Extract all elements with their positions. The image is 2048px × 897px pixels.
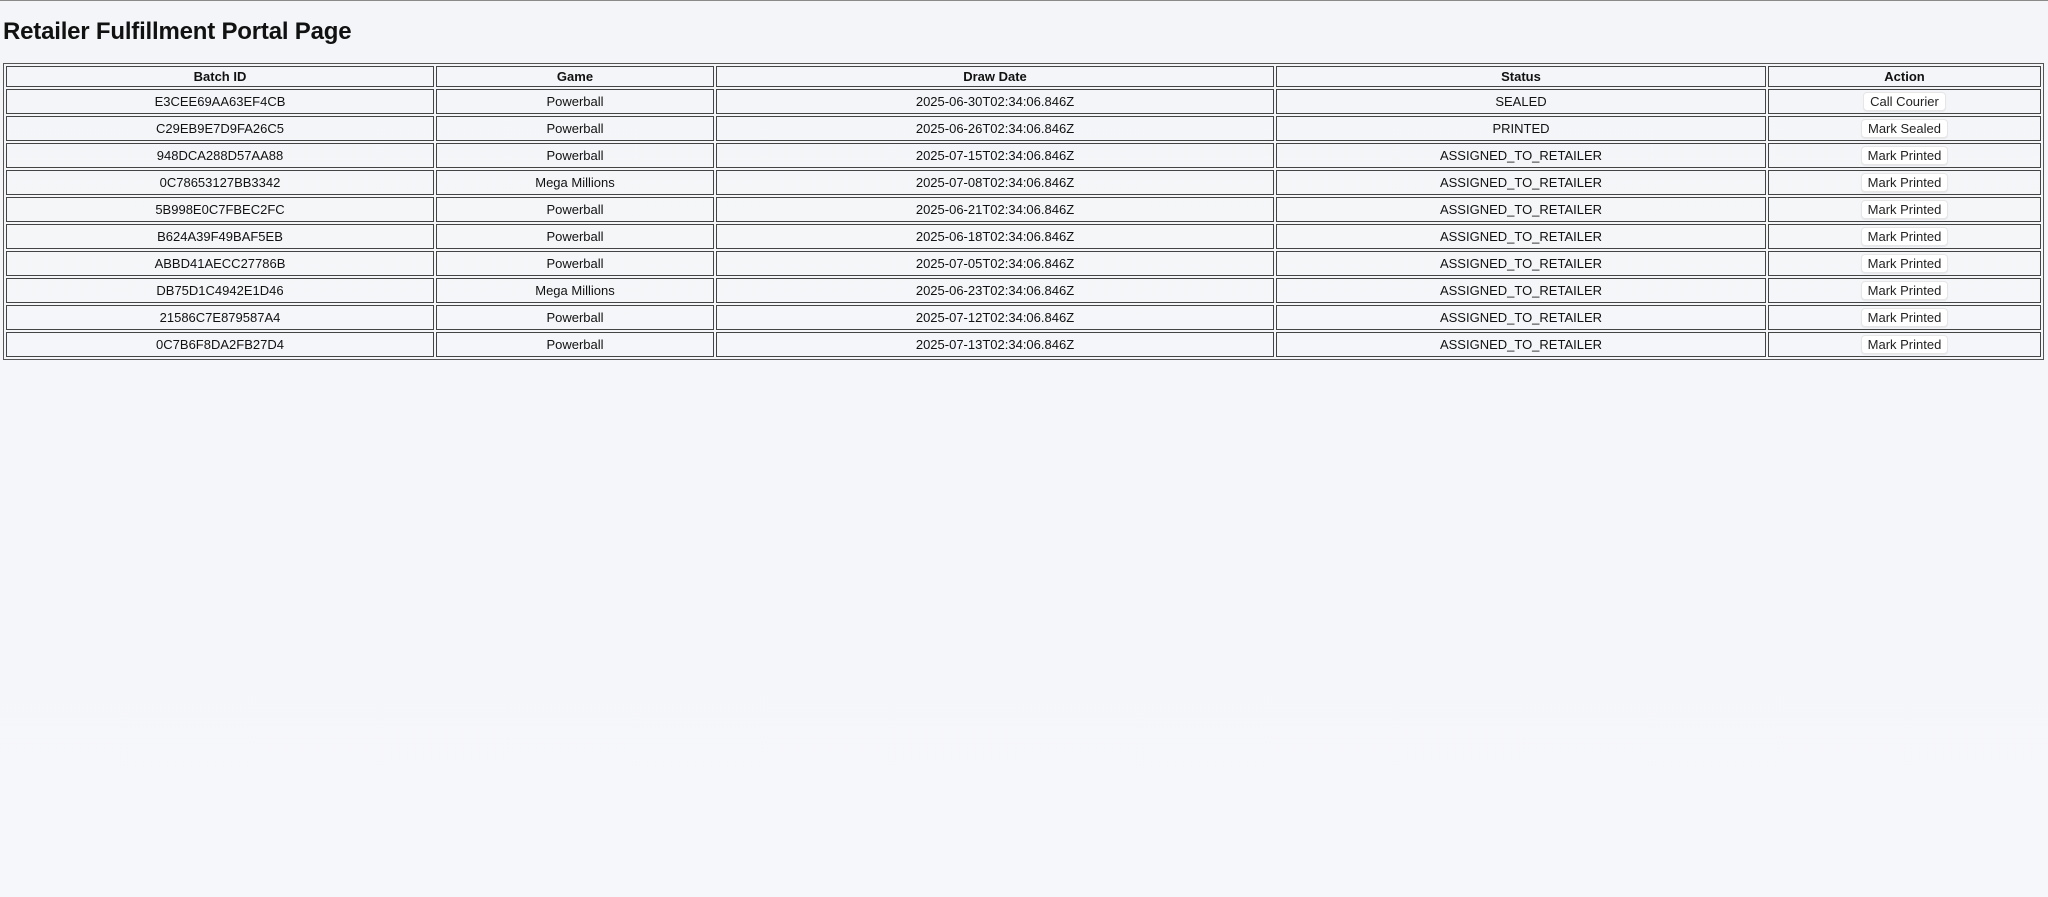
batch-id-cell: ABBD41AECC27786B bbox=[6, 251, 434, 276]
batch-id-cell: 948DCA288D57AA88 bbox=[6, 143, 434, 168]
batch-id-cell: DB75D1C4942E1D46 bbox=[6, 278, 434, 303]
header-action: Action bbox=[1768, 66, 2041, 87]
game-cell: Powerball bbox=[436, 224, 714, 249]
action-cell: Mark Printed bbox=[1768, 332, 2041, 357]
table-row: ABBD41AECC27786B Powerball 2025-07-05T02:3… bbox=[6, 251, 2041, 276]
table-row: 5B998E0C7FBEC2FC Powerball 2025-06-21T02:3… bbox=[6, 197, 2041, 222]
draw-date-cell: 2025-06-18T02:34:06.846Z bbox=[716, 224, 1274, 249]
batch-id-cell: B624A39F49BAF5EB bbox=[6, 224, 434, 249]
status-cell: ASSIGNED_TO_RETAILER bbox=[1276, 278, 1766, 303]
draw-date-cell: 2025-06-21T02:34:06.846Z bbox=[716, 197, 1274, 222]
game-cell: Powerball bbox=[436, 305, 714, 330]
table-row: 0C7B6F8DA2FB27D4 Powerball 2025-07-13T02:3… bbox=[6, 332, 2041, 357]
game-cell: Mega Millions bbox=[436, 170, 714, 195]
action-cell: Call Courier bbox=[1768, 89, 2041, 114]
game-cell: Powerball bbox=[436, 251, 714, 276]
status-cell: ASSIGNED_TO_RETAILER bbox=[1276, 170, 1766, 195]
action-button[interactable]: Mark Printed bbox=[1860, 173, 1949, 192]
table-row: 948DCA288D57AA88 Powerball 2025-07-15T02:3… bbox=[6, 143, 2041, 168]
batch-id-cell: E3CEE69AA63EF4CB bbox=[6, 89, 434, 114]
action-cell: Mark Printed bbox=[1768, 251, 2041, 276]
action-button[interactable]: Mark Printed bbox=[1860, 200, 1949, 219]
status-cell: SEALED bbox=[1276, 89, 1766, 114]
game-cell: Powerball bbox=[436, 197, 714, 222]
table-row: 21586C7E879587A4 Powerball 2025-07-12T02:3… bbox=[6, 305, 2041, 330]
status-cell: ASSIGNED_TO_RETAILER bbox=[1276, 305, 1766, 330]
header-draw-date: Draw Date bbox=[716, 66, 1274, 87]
table-row: E3CEE69AA63EF4CB Powerball 2025-06-30T02:3… bbox=[6, 89, 2041, 114]
game-cell: Mega Millions bbox=[436, 278, 714, 303]
status-cell: ASSIGNED_TO_RETAILER bbox=[1276, 224, 1766, 249]
header-status: Status bbox=[1276, 66, 1766, 87]
draw-date-cell: 2025-06-23T02:34:06.846Z bbox=[716, 278, 1274, 303]
page-title: Retailer Fulfillment Portal Page bbox=[3, 18, 352, 45]
draw-date-cell: 2025-06-30T02:34:06.846Z bbox=[716, 89, 1274, 114]
action-cell: Mark Printed bbox=[1768, 305, 2041, 330]
game-cell: Powerball bbox=[436, 332, 714, 357]
action-button[interactable]: Mark Printed bbox=[1860, 146, 1949, 165]
status-cell: ASSIGNED_TO_RETAILER bbox=[1276, 197, 1766, 222]
action-cell: Mark Printed bbox=[1768, 224, 2041, 249]
batches-table: Batch ID Game Draw Date Status Action E3… bbox=[3, 63, 2044, 360]
draw-date-cell: 2025-07-12T02:34:06.846Z bbox=[716, 305, 1274, 330]
draw-date-cell: 2025-07-15T02:34:06.846Z bbox=[716, 143, 1274, 168]
action-button[interactable]: Mark Sealed bbox=[1861, 119, 1948, 138]
table-row: B624A39F49BAF5EB Powerball 2025-06-18T02:3… bbox=[6, 224, 2041, 249]
status-cell: ASSIGNED_TO_RETAILER bbox=[1276, 332, 1766, 357]
action-cell: Mark Printed bbox=[1768, 143, 2041, 168]
batch-id-cell: 0C7B6F8DA2FB27D4 bbox=[6, 332, 434, 357]
status-cell: ASSIGNED_TO_RETAILER bbox=[1276, 143, 1766, 168]
header-batch-id: Batch ID bbox=[6, 66, 434, 87]
game-cell: Powerball bbox=[436, 89, 714, 114]
draw-date-cell: 2025-07-13T02:34:06.846Z bbox=[716, 332, 1274, 357]
draw-date-cell: 2025-07-08T02:34:06.846Z bbox=[716, 170, 1274, 195]
draw-date-cell: 2025-07-05T02:34:06.846Z bbox=[716, 251, 1274, 276]
game-cell: Powerball bbox=[436, 143, 714, 168]
action-cell: Mark Printed bbox=[1768, 278, 2041, 303]
action-button[interactable]: Mark Printed bbox=[1860, 254, 1949, 273]
batch-id-cell: 5B998E0C7FBEC2FC bbox=[6, 197, 434, 222]
action-button[interactable]: Mark Printed bbox=[1860, 227, 1949, 246]
action-button[interactable]: Mark Printed bbox=[1860, 281, 1949, 300]
table-header-row: Batch ID Game Draw Date Status Action bbox=[6, 66, 2041, 87]
table-row: C29EB9E7D9FA26C5 Powerball 2025-06-26T02:3… bbox=[6, 116, 2041, 141]
batch-id-cell: 0C78653127BB3342 bbox=[6, 170, 434, 195]
batch-id-cell: 21586C7E879587A4 bbox=[6, 305, 434, 330]
table-row: 0C78653127BB3342 Mega Millions 2025-07-08T… bbox=[6, 170, 2041, 195]
action-button[interactable]: Call Courier bbox=[1863, 92, 1946, 111]
header-game: Game bbox=[436, 66, 714, 87]
status-cell: ASSIGNED_TO_RETAILER bbox=[1276, 251, 1766, 276]
action-button[interactable]: Mark Printed bbox=[1860, 335, 1949, 354]
game-cell: Powerball bbox=[436, 116, 714, 141]
action-cell: Mark Printed bbox=[1768, 170, 2041, 195]
action-cell: Mark Printed bbox=[1768, 197, 2041, 222]
status-cell: PRINTED bbox=[1276, 116, 1766, 141]
action-button[interactable]: Mark Printed bbox=[1860, 308, 1949, 327]
draw-date-cell: 2025-06-26T02:34:06.846Z bbox=[716, 116, 1274, 141]
batch-id-cell: C29EB9E7D9FA26C5 bbox=[6, 116, 434, 141]
table-row: DB75D1C4942E1D46 Mega Millions 2025-06-23T… bbox=[6, 278, 2041, 303]
action-cell: Mark Sealed bbox=[1768, 116, 2041, 141]
